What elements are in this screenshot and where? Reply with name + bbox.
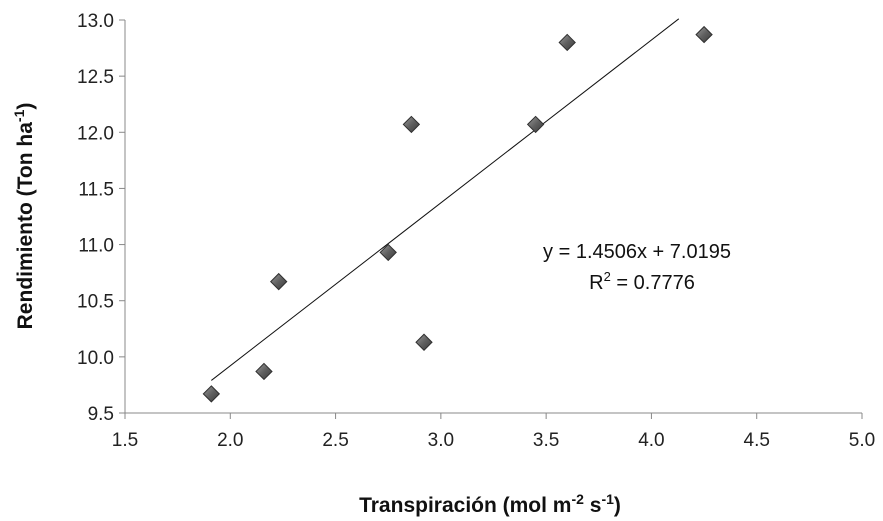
trendline-equation: y = 1.4506x + 7.0195 [543,241,731,263]
y-tick-label: 10.5 [77,292,114,313]
x-axis-title: Transpiración (mol m-2 s-1) [359,491,621,517]
data-point [526,115,545,134]
x-tick-label: 4.0 [638,430,664,451]
y-tick-label: 11.5 [78,179,114,200]
data-point [255,362,273,381]
x-tick-label: 2.5 [322,430,348,451]
x-tick-label: 4.5 [744,430,770,451]
data-point [415,333,433,351]
data-points [202,25,713,403]
data-point [270,272,288,291]
data-point [202,385,221,403]
data-point [402,115,421,134]
data-point [379,243,397,262]
x-tick-label: 2.0 [217,430,243,451]
x-axis-ticks: 1.5 2.0 2.5 3.0 3.5 4.0 4.5 5.0 [112,413,875,451]
r-squared-label: R2 = 0.7776 [589,269,695,294]
y-tick-label: 13.0 [77,11,114,32]
y-axis-title: Rendimiento (Ton ha-1) [11,103,37,330]
y-tick-label: 12.5 [77,67,114,88]
y-tick-label: 12.0 [77,123,114,144]
y-tick-label: 11.0 [78,236,114,257]
x-tick-label: 5.0 [849,430,875,451]
y-tick-label: 10.0 [77,348,114,369]
x-tick-label: 3.5 [533,430,559,451]
data-point [695,25,713,44]
y-axis-ticks: 9.5 10.0 10.5 11.0 11.5 12.0 12.5 13.0 [77,11,125,425]
y-tick-label: 9.5 [88,404,114,425]
data-point [558,33,576,52]
x-tick-label: 3.0 [428,430,454,451]
x-tick-label: 1.5 [112,430,138,451]
trendline [211,18,680,381]
